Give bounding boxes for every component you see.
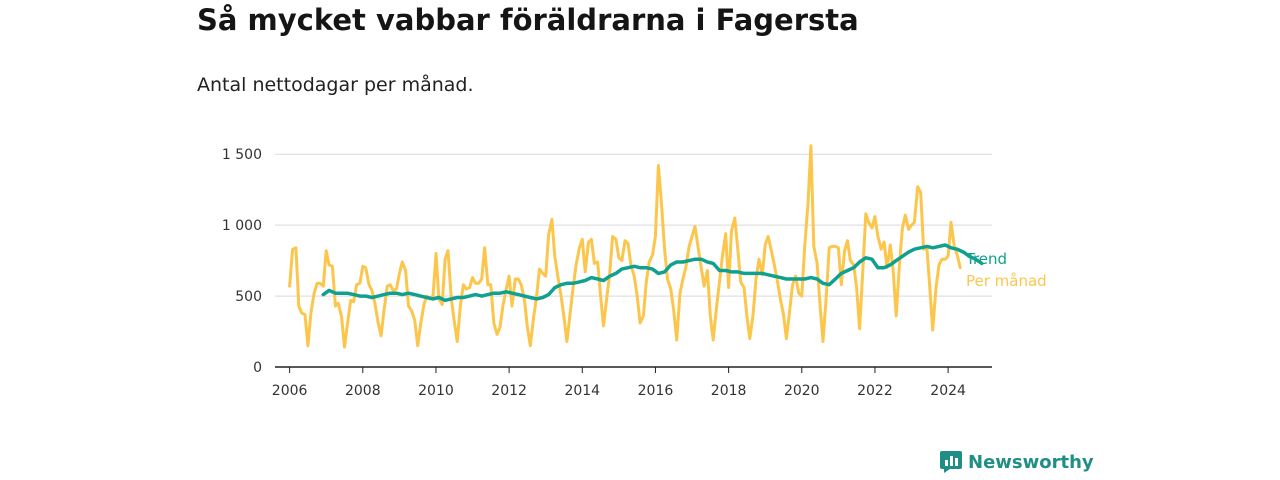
chart-title: Så mycket vabbar föräldrarna i Fagersta [197, 3, 859, 37]
series-lines [288, 144, 984, 349]
axes: 0 500 1 000 1 500 2006 2008 2010 2012 2014 2016 20… [222, 147, 992, 399]
x-tick-label: 2020 [784, 383, 820, 399]
series-labels: Per månad Trend [965, 250, 1047, 290]
brand-name: Newsworthy [968, 451, 1094, 473]
y-tick-label: 0 [253, 360, 262, 376]
x-tick-label: 2022 [857, 383, 893, 399]
x-tick-label: 2008 [345, 383, 381, 399]
monthly-line [288, 144, 962, 349]
x-tick-label: 2016 [638, 383, 674, 399]
brand-logo: Newsworthy [940, 451, 1094, 473]
y-tick-label: 500 [235, 289, 262, 305]
trend-line [321, 243, 984, 303]
y-tick-label: 1 000 [222, 218, 262, 234]
x-tick-label: 2018 [711, 383, 747, 399]
x-tick-label: 2014 [564, 383, 600, 399]
newsworthy-logo-icon [940, 451, 962, 473]
series-label-trend: Trend [965, 250, 1007, 268]
x-tick-label: 2010 [418, 383, 454, 399]
series-label-monthly: Per månad [966, 272, 1047, 290]
chart-subtitle: Antal nettodagar per månad. [197, 74, 474, 96]
x-tick-label: 2024 [930, 383, 966, 399]
x-tick-label: 2006 [272, 383, 308, 399]
x-tick-label: 2012 [491, 383, 527, 399]
y-tick-label: 1 500 [222, 147, 262, 163]
